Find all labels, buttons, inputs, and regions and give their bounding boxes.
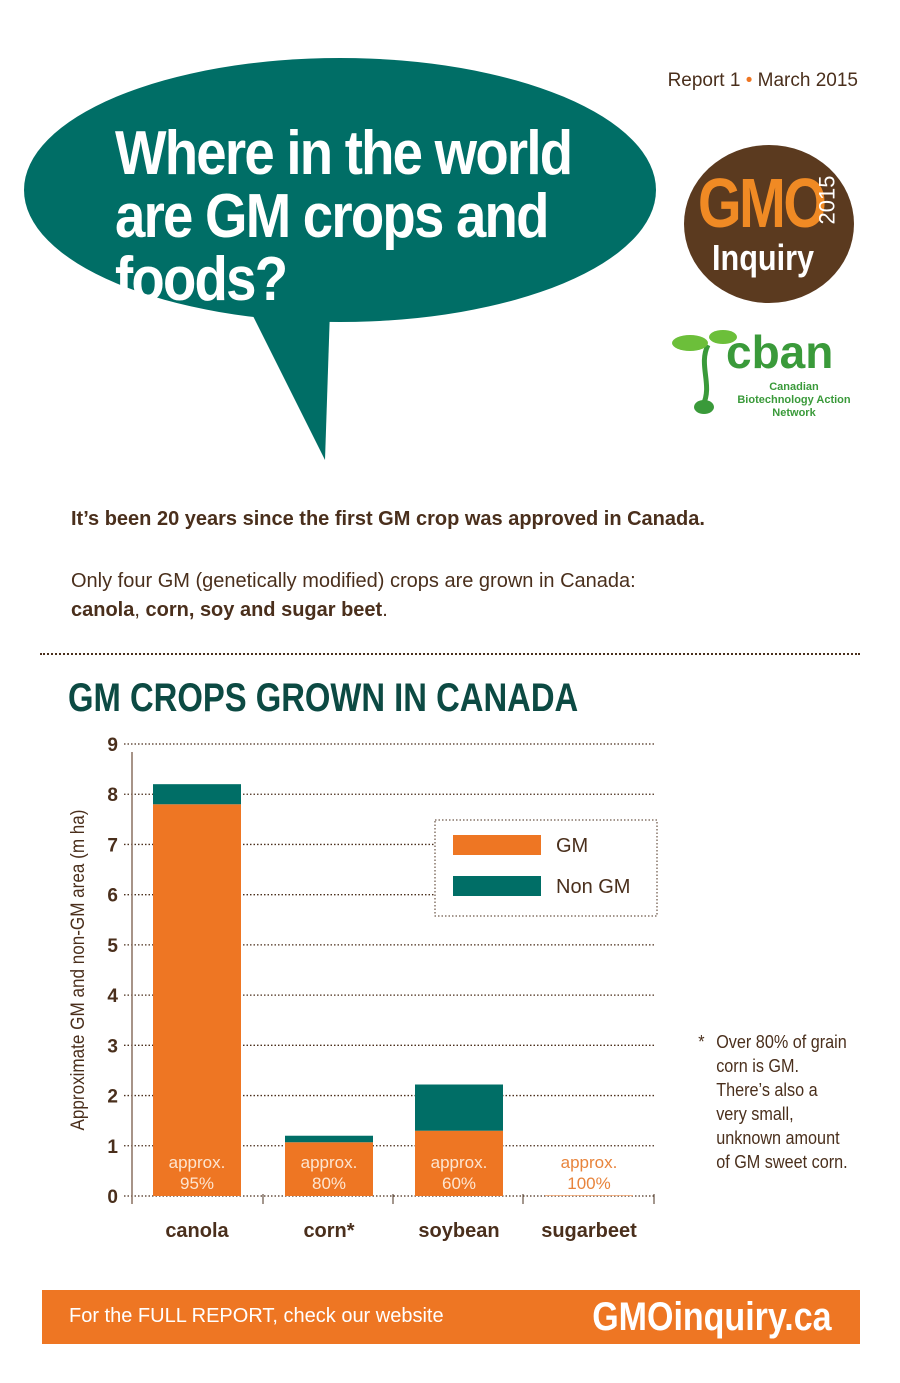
footer-banner[interactable]: For the FULL REPORT, check our website GM… bbox=[42, 1290, 860, 1344]
website-link[interactable]: GMOinquiry.ca bbox=[592, 1295, 832, 1339]
sprout-icon bbox=[672, 330, 737, 414]
bar-gm bbox=[153, 804, 241, 1196]
intro-line-1: It’s been 20 years since the first GM cr… bbox=[71, 508, 705, 530]
bar-non-gm bbox=[415, 1084, 503, 1131]
legend-label: GM bbox=[556, 835, 588, 857]
y-tick-label: 2 bbox=[107, 1087, 118, 1108]
cban-logo: cban Canadian Biotechnology Action Networ… bbox=[668, 325, 858, 425]
legend-swatch bbox=[453, 835, 541, 855]
bar-gm bbox=[415, 1130, 503, 1196]
y-tick-label: 6 bbox=[107, 886, 118, 907]
bar-non-gm bbox=[153, 784, 241, 805]
bar-annotation: approx. bbox=[431, 1153, 488, 1172]
bar-annotation: 95% bbox=[180, 1174, 214, 1193]
report-number: Report 1 bbox=[667, 70, 741, 91]
legend-box bbox=[434, 819, 658, 917]
gmo-inquiry-logo: GMO 2015 Inquiry bbox=[684, 145, 854, 303]
intro-line-2: Only four GM (genetically modified) crop… bbox=[71, 570, 636, 621]
bar-annotation: approx. bbox=[561, 1153, 618, 1172]
bar-annotation: approx. bbox=[169, 1153, 226, 1172]
x-tick-label: corn* bbox=[303, 1220, 354, 1242]
bar-annotation: 80% bbox=[312, 1174, 346, 1193]
y-tick-label: 7 bbox=[107, 835, 118, 856]
bar-non-gm bbox=[285, 1135, 373, 1143]
legend-label: Non GM bbox=[556, 876, 630, 898]
speech-bubble bbox=[24, 58, 656, 460]
headline: Where in the world are GM crops and food… bbox=[115, 119, 573, 314]
y-tick-label: 4 bbox=[107, 986, 118, 1007]
bar-annotation: 100% bbox=[567, 1174, 610, 1193]
y-tick-label: 1 bbox=[107, 1137, 118, 1158]
chart-title: GM CROPS GROWN IN CANADA bbox=[68, 676, 579, 720]
report-info: Report 1 • March 2015 bbox=[667, 70, 858, 91]
bar-annotation: 60% bbox=[442, 1174, 476, 1193]
x-tick-label: soybean bbox=[418, 1220, 499, 1242]
x-tick-label: sugarbeet bbox=[541, 1220, 637, 1242]
divider bbox=[40, 653, 860, 655]
bar-gm bbox=[285, 1142, 373, 1196]
bar-annotation: approx. bbox=[301, 1153, 358, 1172]
footer-text: For the FULL REPORT, check our website bbox=[69, 1305, 444, 1327]
y-tick-label: 9 bbox=[107, 735, 118, 756]
x-tick-label: canola bbox=[165, 1220, 229, 1242]
y-tick-label: 0 bbox=[107, 1187, 118, 1208]
bar-gm bbox=[545, 1195, 633, 1196]
y-tick-label: 8 bbox=[107, 785, 118, 806]
y-axis-label: Approximate GM and non-GM area (m ha) bbox=[67, 809, 88, 1130]
y-tick-label: 3 bbox=[107, 1036, 118, 1057]
footnote: * Over 80% of grain corn is GM. There’s a… bbox=[698, 1032, 848, 1172]
legend-swatch bbox=[453, 876, 541, 896]
report-date: March 2015 bbox=[757, 70, 858, 91]
y-tick-label: 5 bbox=[107, 936, 118, 957]
